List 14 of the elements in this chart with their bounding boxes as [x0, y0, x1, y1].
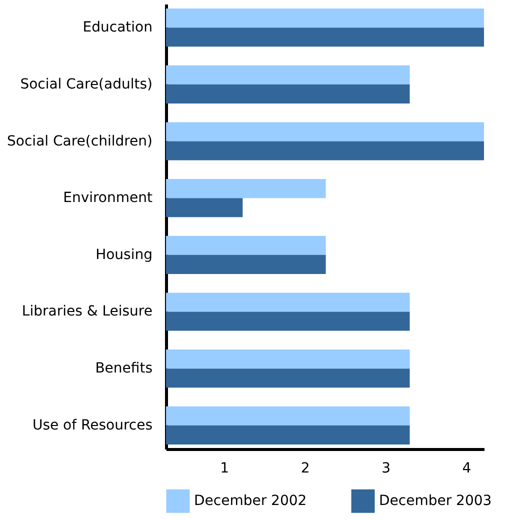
y-tick-label: Social Care(adults) — [20, 76, 152, 92]
y-tick-label: Environment — [63, 190, 153, 206]
y-tick-label: Benefits — [95, 360, 152, 377]
x-tick-label: 3 — [382, 460, 390, 476]
x-tick-label: 1 — [220, 460, 230, 476]
y-tick-label: Education — [82, 20, 152, 36]
y-tick-label: Housing — [96, 246, 152, 263]
y-tick-label: Libraries & Leisure — [22, 304, 152, 320]
x-tick-label: 4 — [462, 460, 472, 476]
legend-label: December 2003 — [379, 493, 492, 510]
legend-label: December 2002 — [194, 493, 307, 510]
x-tick-label: 2 — [300, 460, 310, 476]
y-tick-label: Use of Resources — [32, 417, 152, 434]
y-tick-label: Social Care(children) — [7, 133, 152, 150]
